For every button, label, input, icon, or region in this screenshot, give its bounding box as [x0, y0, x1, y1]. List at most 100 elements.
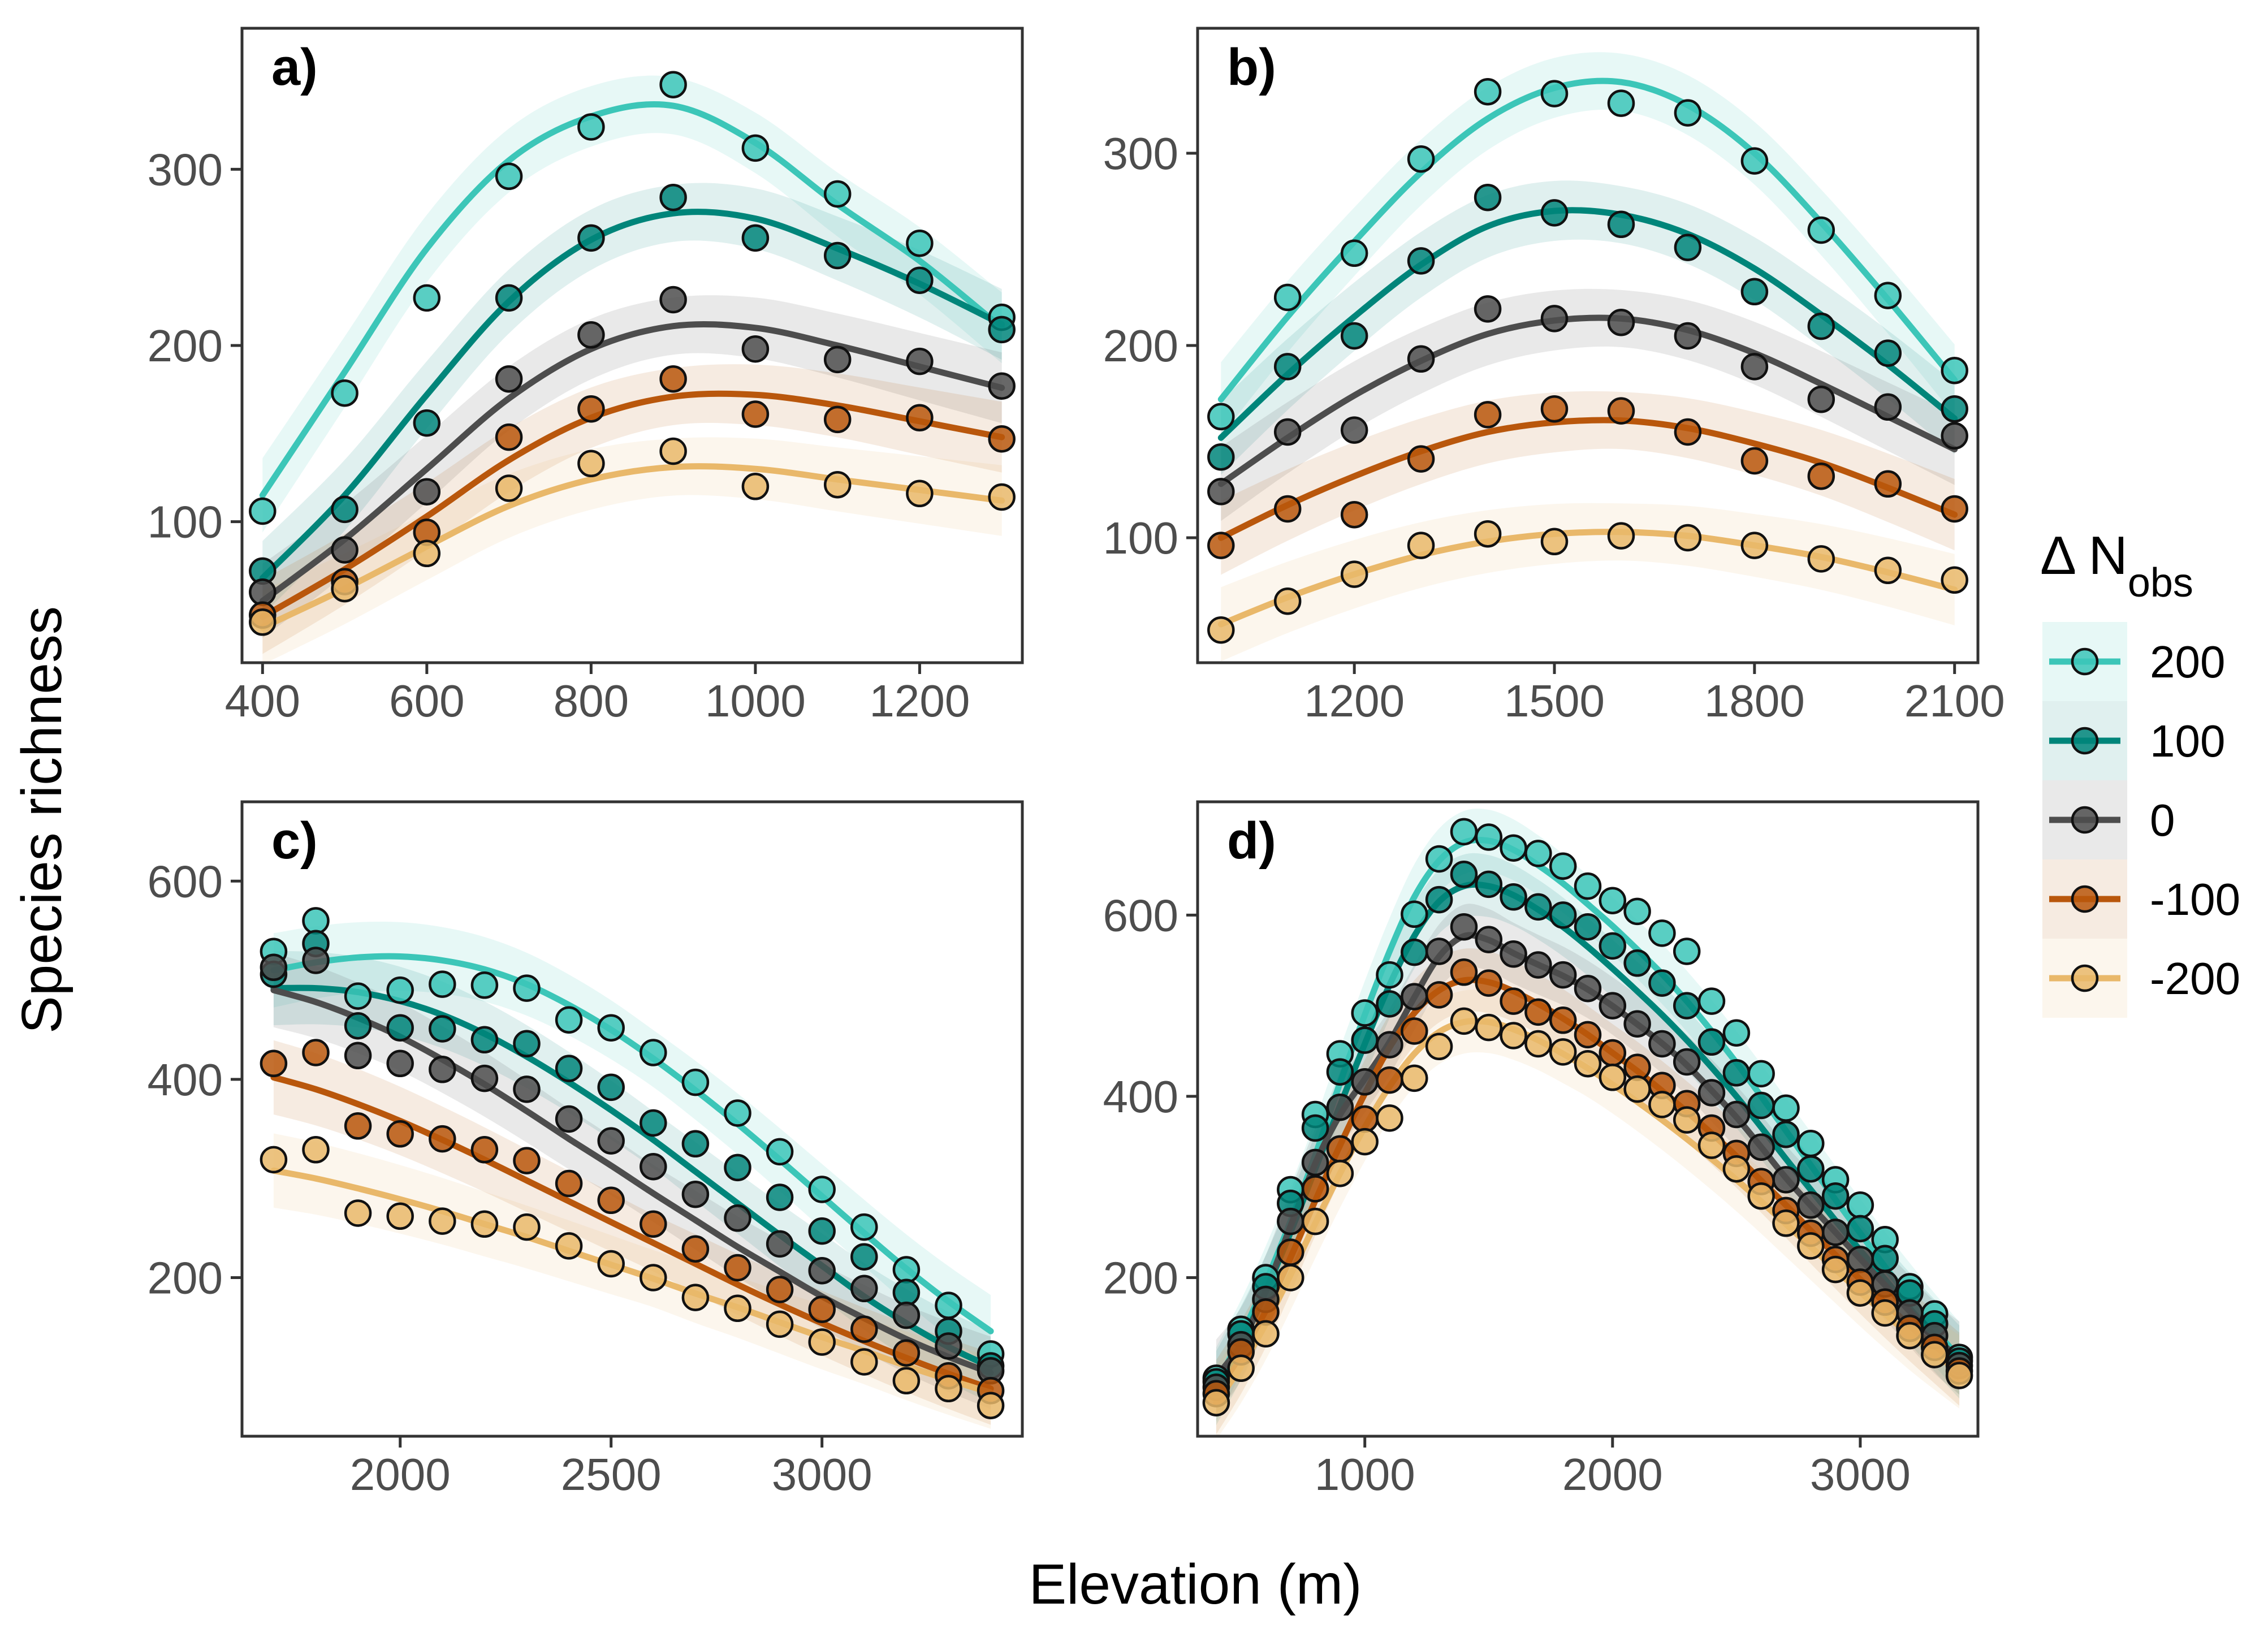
point-200	[1674, 99, 1702, 127]
point-0	[850, 1275, 878, 1303]
plot-area	[260, 907, 1005, 1429]
point--100	[1401, 1017, 1428, 1045]
point--200	[1474, 520, 1502, 548]
y-tick-label: 200	[148, 321, 223, 371]
point-200	[1474, 77, 1502, 106]
point-100	[1772, 1120, 1800, 1148]
point-100	[495, 284, 523, 312]
point-200	[1540, 80, 1569, 107]
x-axis-title: Elevation (m)	[1029, 1553, 1362, 1616]
fit-line-200	[259, 101, 1005, 499]
point-0	[260, 953, 288, 982]
point--200	[302, 1136, 330, 1164]
ribbon-200	[273, 921, 991, 1368]
fit-line-100	[1217, 207, 1958, 441]
point--200	[249, 608, 277, 636]
fit-line--200	[259, 463, 1005, 631]
point-200	[823, 180, 852, 208]
point-0	[681, 1180, 710, 1208]
ribbon--100	[1221, 391, 1955, 575]
point-100	[1549, 901, 1577, 929]
point-100	[1401, 938, 1428, 966]
point--200	[413, 539, 441, 568]
point-0	[1273, 418, 1302, 446]
point--200	[1376, 1104, 1403, 1132]
point-0	[386, 1049, 414, 1078]
point-0	[344, 1042, 372, 1070]
point-100	[724, 1154, 751, 1182]
point--100	[495, 423, 523, 451]
point-0	[1599, 992, 1627, 1019]
y-tick-label: 100	[1103, 513, 1178, 563]
ribbon--200	[262, 437, 1002, 663]
point-0	[1301, 1148, 1329, 1177]
point--100	[808, 1295, 836, 1323]
point--100	[1425, 981, 1453, 1009]
point-200	[470, 971, 499, 999]
point--200	[1846, 1279, 1874, 1307]
panel-border	[1196, 800, 1980, 1438]
point-0	[1846, 1246, 1874, 1273]
legend-items: 200 100 0 -100 -200	[2042, 622, 2240, 1018]
point--200	[1524, 1030, 1552, 1058]
point--100	[906, 404, 934, 432]
point--200	[1574, 1049, 1602, 1078]
x-tick-label: 1000	[1315, 1449, 1415, 1500]
point--100	[1874, 470, 1902, 498]
y-axis-title: Species richness	[10, 606, 74, 1034]
plot-area	[1207, 52, 1968, 662]
point--100	[1524, 998, 1552, 1026]
point--200	[1475, 1013, 1503, 1042]
legend-label: -100	[2150, 874, 2240, 924]
point--200	[597, 1250, 625, 1278]
point--200	[1871, 1299, 1899, 1327]
point-0	[1747, 1133, 1775, 1161]
point--100	[429, 1125, 456, 1153]
legend-label: 200	[2150, 637, 2225, 687]
point--100	[1574, 1021, 1602, 1049]
point--100	[659, 365, 687, 393]
x-tick-label: 800	[554, 676, 629, 726]
point--100	[1407, 445, 1435, 473]
point--200	[935, 1375, 962, 1403]
point-0	[1474, 295, 1502, 323]
point-100	[331, 495, 358, 524]
point--100	[597, 1186, 625, 1215]
point-100	[1871, 1245, 1899, 1273]
panel-label: d)	[1227, 812, 1276, 870]
point-100	[906, 266, 934, 294]
point--100	[1450, 958, 1478, 986]
point-0	[1623, 1010, 1651, 1038]
point-200	[640, 1039, 667, 1066]
point-100	[577, 224, 605, 252]
point-100	[892, 1278, 921, 1307]
point-200	[935, 1291, 962, 1319]
x-tick-label: 1500	[1504, 676, 1605, 726]
point--200	[1921, 1341, 1949, 1368]
legend-label: 100	[2150, 716, 2225, 766]
point-0	[1772, 1166, 1800, 1194]
point-100	[1574, 913, 1602, 941]
y-tick-label: 100	[148, 497, 223, 547]
point-0	[1648, 1030, 1676, 1058]
legend-key-point	[2071, 647, 2099, 676]
point--100	[1277, 1238, 1304, 1266]
point--200	[1273, 587, 1302, 615]
point-200	[386, 976, 414, 1004]
y-tick-label: 600	[148, 856, 223, 906]
point-0	[331, 536, 358, 564]
point-0	[1607, 308, 1635, 336]
point-0	[1376, 1031, 1403, 1059]
point-200	[577, 113, 605, 141]
point-100	[1340, 322, 1368, 350]
point-200	[495, 162, 523, 191]
point-200	[1846, 1191, 1874, 1219]
ribbon-0	[1221, 288, 1955, 521]
point--100	[1941, 495, 1968, 523]
point-200	[1722, 1019, 1751, 1047]
point-200	[659, 71, 687, 98]
point--200	[555, 1232, 583, 1260]
point--200	[724, 1294, 751, 1323]
point-0	[808, 1256, 836, 1285]
point-0	[823, 345, 852, 374]
